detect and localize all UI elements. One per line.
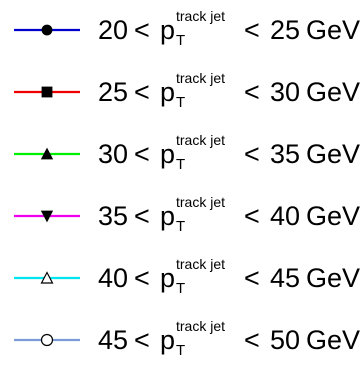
variable-p: p	[160, 15, 176, 45]
subscript: T	[176, 280, 186, 297]
less-than: <	[134, 15, 150, 45]
superscript: track jet	[176, 194, 226, 210]
variable-p: p	[160, 201, 176, 231]
less-than: <	[244, 201, 260, 231]
unit: GeV	[306, 15, 361, 45]
less-than: <	[134, 201, 150, 231]
less-than: <	[244, 139, 260, 169]
legend-marker	[40, 147, 54, 160]
less-than: <	[244, 77, 260, 107]
less-than: <	[134, 139, 150, 169]
variable-p: p	[160, 139, 176, 169]
subscript: T	[176, 342, 186, 359]
legend-key	[14, 210, 80, 223]
less-than: <	[244, 325, 260, 355]
range-high: 35	[270, 139, 301, 169]
unit: GeV	[306, 325, 361, 355]
less-than: <	[134, 77, 150, 107]
legend-entry: 45 < p track jet T <50 GeV	[0, 318, 363, 366]
legend-entry: 30 < p track jet T <35 GeV	[0, 132, 363, 180]
legend-label: 20 < p track jet T <25 GeV	[98, 8, 363, 56]
variable-p: p	[160, 263, 176, 293]
range-low: 35	[98, 201, 129, 231]
superscript: track jet	[176, 318, 226, 334]
legend-marker	[41, 24, 53, 36]
unit: GeV	[306, 201, 361, 231]
legend-key	[14, 333, 80, 347]
legend-key	[14, 147, 80, 160]
legend-entry: 40 < p track jet T <45 GeV	[0, 256, 363, 304]
superscript: track jet	[176, 256, 226, 272]
legend-entry: 25 < p track jet T <30 GeV	[0, 70, 363, 118]
subscript: T	[176, 32, 186, 49]
subscript: T	[176, 156, 186, 173]
range-high: 50	[270, 325, 301, 355]
legend-entry: 20 < p track jet T <25 GeV	[0, 8, 363, 56]
range-high: 30	[270, 77, 301, 107]
legend-entry: 35 < p track jet T <40 GeV	[0, 194, 363, 242]
legend-marker	[40, 333, 54, 347]
legend-key	[14, 271, 80, 284]
less-than: <	[134, 263, 150, 293]
less-than: <	[134, 325, 150, 355]
range-low: 20	[98, 15, 129, 45]
variable-p: p	[160, 325, 176, 355]
legend-key	[14, 24, 80, 36]
subscript: T	[176, 94, 186, 111]
superscript: track jet	[176, 70, 226, 86]
legend-label: 45 < p track jet T <50 GeV	[98, 318, 363, 366]
range-low: 45	[98, 325, 129, 355]
legend-label: 40 < p track jet T <45 GeV	[98, 256, 363, 304]
less-than: <	[244, 15, 260, 45]
range-high: 25	[270, 15, 301, 45]
range-low: 40	[98, 263, 129, 293]
superscript: track jet	[176, 132, 226, 148]
range-high: 45	[270, 263, 301, 293]
legend-key	[14, 86, 80, 98]
legend-label: 25 < p track jet T <30 GeV	[98, 70, 363, 118]
unit: GeV	[306, 139, 361, 169]
variable-p: p	[160, 77, 176, 107]
range-low: 25	[98, 77, 129, 107]
less-than: <	[244, 263, 260, 293]
legend-marker	[40, 271, 54, 284]
subscript: T	[176, 218, 186, 235]
superscript: track jet	[176, 8, 226, 24]
legend-marker	[40, 210, 54, 223]
legend-label: 30 < p track jet T <35 GeV	[98, 132, 363, 180]
legend-label: 35 < p track jet T <40 GeV	[98, 194, 363, 242]
unit: GeV	[306, 77, 361, 107]
range-low: 30	[98, 139, 129, 169]
unit: GeV	[306, 263, 361, 293]
legend-marker	[41, 86, 53, 98]
range-high: 40	[270, 201, 301, 231]
